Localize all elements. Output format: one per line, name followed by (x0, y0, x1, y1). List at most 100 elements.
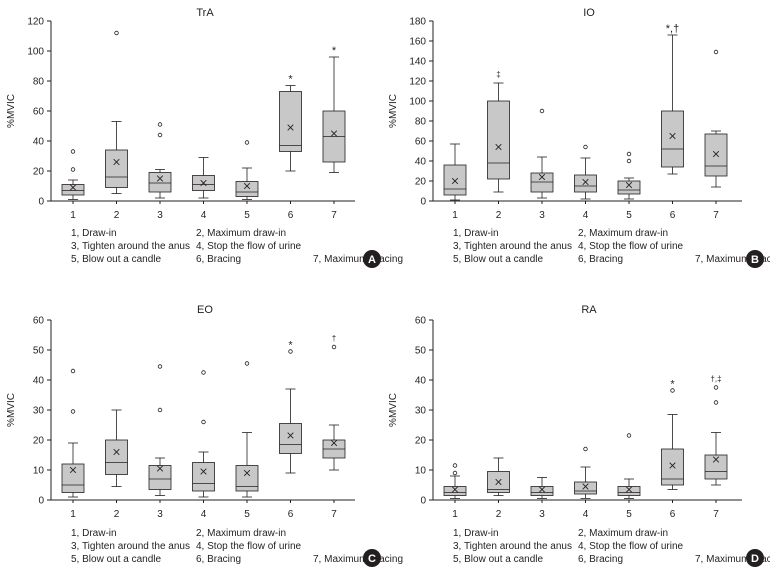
iqr-box (148, 465, 172, 490)
x-tick-label: 3 (157, 509, 163, 520)
y-tick-label: 10 (415, 466, 427, 477)
x-tick-label: 7 (331, 509, 337, 520)
mean-marker (582, 483, 589, 490)
mean-marker (712, 150, 720, 158)
outlier-point (157, 364, 163, 369)
y-tick-label: 40 (33, 137, 45, 148)
outlier-point (70, 409, 76, 414)
chart-title: EO (197, 304, 213, 316)
box-group-5 (235, 140, 259, 200)
x-tick-label: 2 (114, 509, 120, 520)
mean-marker (538, 173, 546, 181)
legend-entry: 3, Tighten around the anus (71, 241, 190, 252)
box-group-5 (617, 433, 641, 499)
mean-marker (495, 478, 502, 486)
significance-marker: * (288, 74, 293, 86)
mean-marker (712, 456, 720, 463)
legend-entry: 5, Blow out a candle (71, 554, 161, 565)
legend-entry: 3, Tighten around the anus (71, 541, 190, 552)
iqr-box (148, 172, 172, 193)
legend-entry: 1, Draw-in (453, 528, 499, 539)
y-tick-label: 80 (33, 77, 45, 88)
legend-entry: 2, Maximum draw-in (578, 528, 668, 539)
legend-entry: 1, Draw-in (71, 228, 117, 239)
panel-c: EO %MVIC 0 10 20 30 40 50 60 1 2 3 4 5 6 7 * † 1, Draw-in 2… (6, 304, 403, 567)
legend-entry: 4, Stop the flow of urine (578, 241, 684, 252)
outlier-point (626, 433, 632, 438)
mean-marker (156, 465, 164, 472)
x-tick-label: 1 (452, 509, 458, 520)
panel-badge: B (746, 250, 764, 268)
iqr-box (61, 463, 85, 493)
legend-entry: 2, Maximum draw-in (578, 228, 668, 239)
outlier-point (583, 144, 588, 150)
mean-marker (451, 177, 459, 185)
y-tick-label: 60 (415, 137, 427, 148)
y-tick-label: 50 (415, 346, 427, 357)
box-group-1 (443, 463, 467, 499)
legend-entry: 7, Maximum bracing (313, 254, 403, 265)
y-tick-label: 20 (415, 436, 427, 447)
outlier-point (70, 149, 76, 154)
legend-entry: 4, Stop the flow of urine (578, 541, 684, 552)
x-tick-label: 2 (496, 210, 502, 221)
legend-entry: 4, Stop the flow of urine (196, 241, 302, 252)
box-group-1 (443, 143, 467, 201)
y-tick-label: 60 (33, 107, 45, 118)
y-tick-label: 40 (415, 376, 427, 387)
x-tick-label: 3 (539, 210, 545, 221)
x-tick-label: 6 (670, 210, 676, 221)
y-tick-label: 50 (33, 346, 45, 357)
x-tick-label: 5 (626, 509, 632, 520)
box-group-7: † (322, 334, 346, 471)
legend: 1, Draw-in 2, Maximum draw-in 3, Tighten a… (71, 228, 403, 265)
iqr-box (105, 439, 128, 475)
legend-entry: 6, Bracing (196, 554, 241, 565)
outlier-point (157, 132, 163, 138)
iqr-box (235, 181, 259, 197)
panel-a: TrA %MVIC 0 20 40 60 80 100 120 1 2 3 4 5 6 7 * * 1, Draw-… (6, 7, 403, 268)
panel-badge-letter: A (368, 254, 376, 266)
significance-marker: *,† (666, 23, 679, 35)
y-tick-label: 160 (409, 37, 426, 48)
legend-entry: 7, Maximum bracing (313, 554, 403, 565)
iqr-box (661, 448, 684, 486)
iqr-box (487, 100, 510, 180)
outlier-point (157, 407, 163, 413)
mean-marker (669, 132, 676, 140)
legend-entry: 6, Bracing (578, 254, 623, 265)
x-tick-label: 5 (244, 210, 250, 221)
x-tick-label: 1 (70, 210, 76, 221)
box-group-3 (148, 122, 172, 199)
mean-marker (287, 432, 294, 439)
chart-title: RA (581, 304, 597, 316)
significance-marker: * (332, 45, 337, 57)
mean-marker (330, 130, 338, 137)
box-group-6: * (279, 74, 302, 172)
x-tick-label: 2 (496, 509, 502, 520)
panel-badge-letter: C (368, 553, 376, 565)
outlier-point (201, 419, 206, 425)
y-tick-label: 0 (38, 496, 44, 507)
y-axis-label: %MVIC (6, 94, 17, 128)
iqr-box (192, 462, 215, 492)
legend-entry: 5, Blow out a candle (453, 254, 543, 265)
legend: 1, Draw-in 2, Maximum draw-in 3, Tighten a… (453, 228, 770, 265)
iqr-box (279, 423, 302, 454)
panel-badge-circle (363, 250, 381, 268)
mean-marker (243, 182, 251, 190)
y-tick-label: 10 (33, 466, 45, 477)
x-tick-label: 5 (626, 210, 632, 221)
iqr-box (661, 110, 684, 168)
outlier-point (583, 446, 588, 452)
outlier-point (539, 108, 545, 114)
x-tick-label: 6 (288, 509, 294, 520)
significance-marker: * (670, 379, 675, 391)
iqr-box (574, 481, 597, 495)
legend-entry: 5, Blow out a candle (453, 554, 543, 565)
x-tick-label: 4 (583, 210, 589, 221)
box-group-5 (617, 151, 641, 200)
x-tick-label: 1 (70, 509, 76, 520)
mean-marker (538, 486, 546, 493)
panel-badge: A (363, 250, 381, 268)
